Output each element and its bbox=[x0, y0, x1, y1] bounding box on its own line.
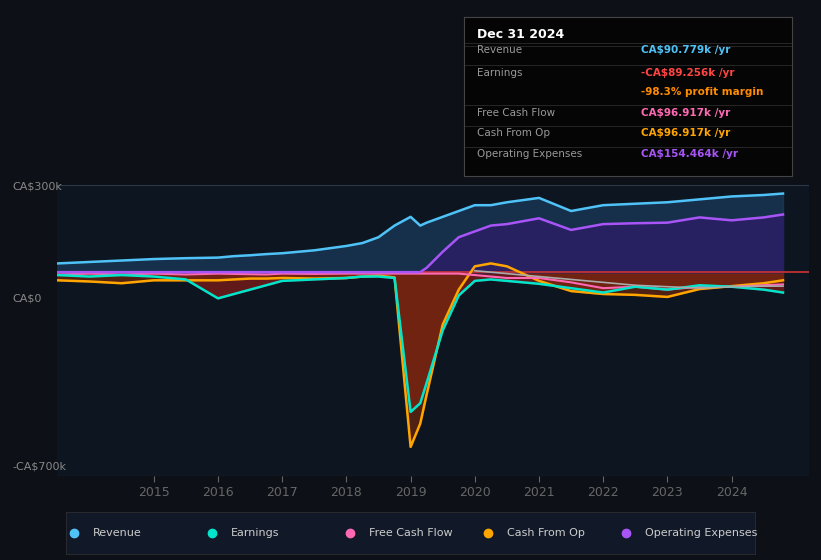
Text: Dec 31 2024: Dec 31 2024 bbox=[477, 28, 564, 41]
Text: -CA$700k: -CA$700k bbox=[12, 461, 67, 472]
Text: Cash From Op: Cash From Op bbox=[477, 128, 550, 138]
Text: Earnings: Earnings bbox=[477, 68, 522, 78]
Text: CA$96.917k /yr: CA$96.917k /yr bbox=[641, 108, 731, 118]
Text: Revenue: Revenue bbox=[477, 45, 522, 55]
Text: Free Cash Flow: Free Cash Flow bbox=[369, 529, 452, 538]
Text: Free Cash Flow: Free Cash Flow bbox=[477, 108, 555, 118]
Text: -CA$89.256k /yr: -CA$89.256k /yr bbox=[641, 68, 735, 78]
Text: CA$96.917k /yr: CA$96.917k /yr bbox=[641, 128, 731, 138]
Text: CA$300k: CA$300k bbox=[12, 181, 62, 192]
Text: -98.3% profit margin: -98.3% profit margin bbox=[641, 87, 764, 97]
Text: CA$154.464k /yr: CA$154.464k /yr bbox=[641, 149, 738, 159]
Text: CA$90.779k /yr: CA$90.779k /yr bbox=[641, 45, 731, 55]
Text: Earnings: Earnings bbox=[232, 529, 280, 538]
Text: Revenue: Revenue bbox=[94, 529, 142, 538]
Text: Operating Expenses: Operating Expenses bbox=[645, 529, 757, 538]
Text: Cash From Op: Cash From Op bbox=[507, 529, 585, 538]
Text: Operating Expenses: Operating Expenses bbox=[477, 149, 582, 159]
Text: CA$0: CA$0 bbox=[12, 293, 42, 304]
